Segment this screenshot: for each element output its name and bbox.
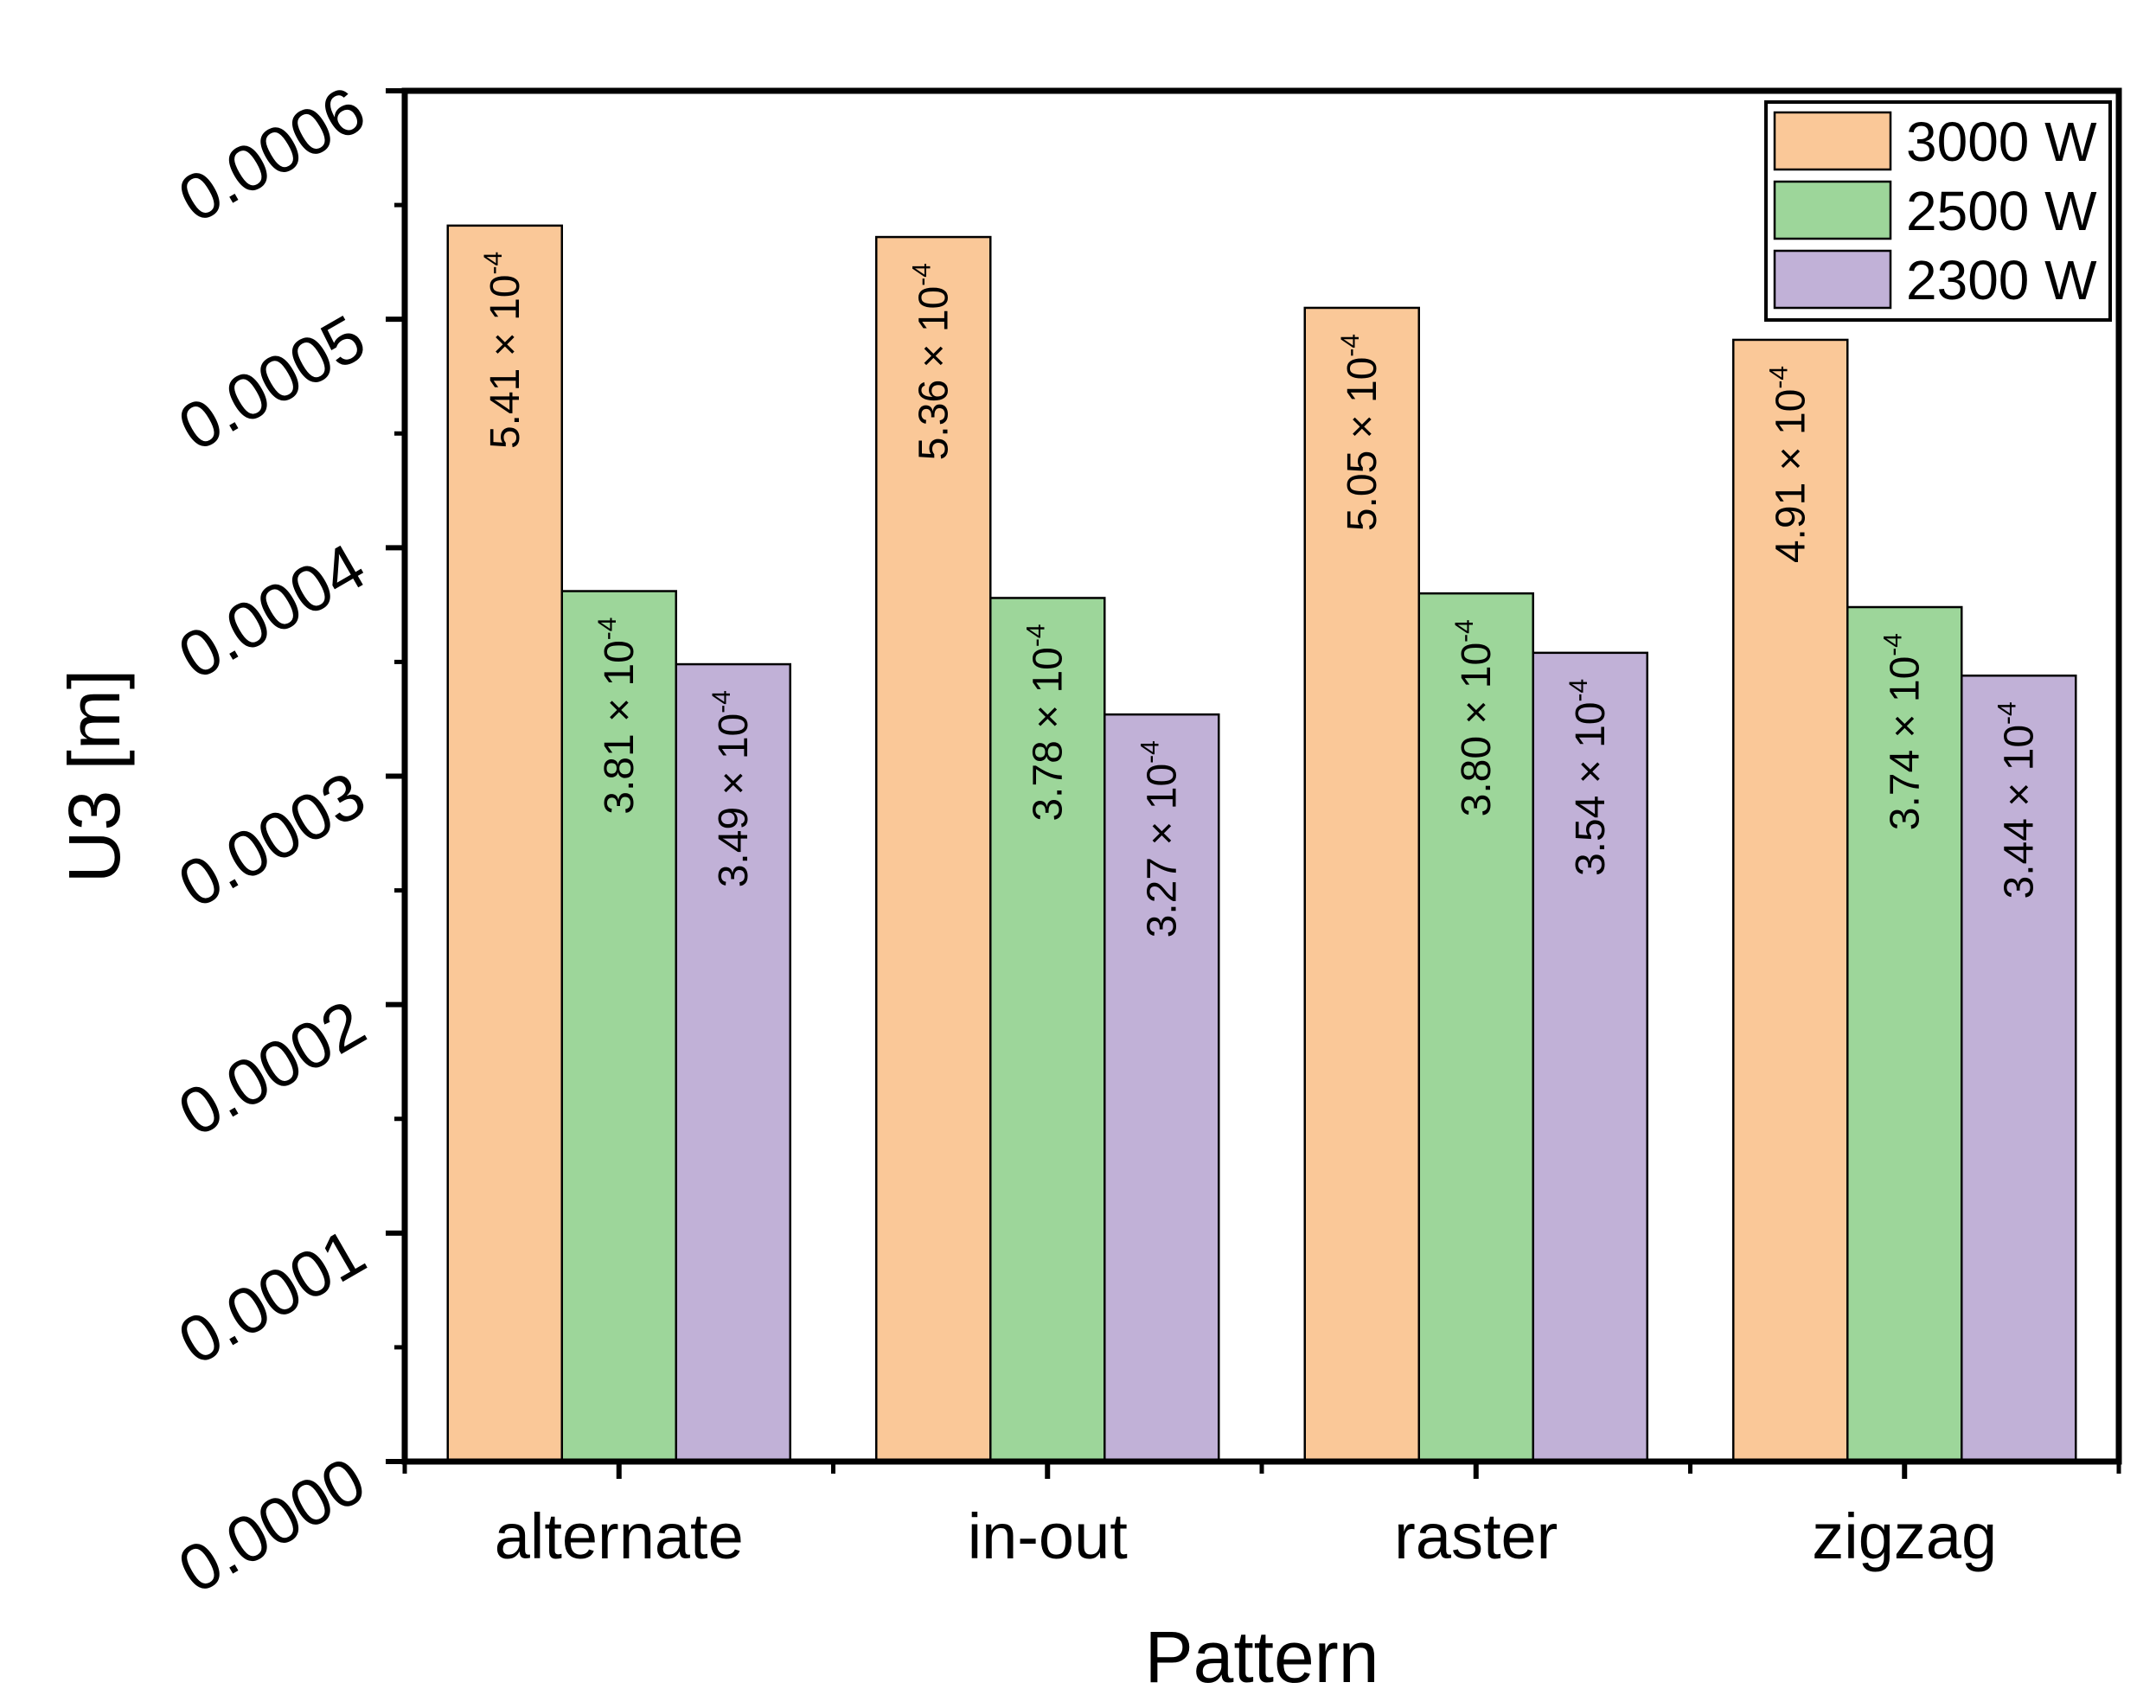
x-tick-label-zigzag: zigzag — [1812, 1500, 1997, 1572]
bar-2500w-alternate — [560, 590, 677, 1463]
y-tick-label: 0.0004 — [167, 529, 378, 694]
bar-value-label: 3.49 × 10-4 — [707, 690, 757, 887]
bar-value-label: 4.91 × 10-4 — [1764, 366, 1814, 563]
y-tick-label: 0.0000 — [167, 1443, 378, 1608]
x-tick-label-in-out: in-out — [968, 1500, 1129, 1572]
bar-value-label: 5.36 × 10-4 — [907, 263, 956, 460]
y-tick-label: 0.0005 — [167, 301, 378, 465]
bar-2300w-alternate — [675, 662, 791, 1463]
bar-value-label: 3.74 × 10-4 — [1878, 633, 1928, 830]
y-tick-label: 0.0002 — [167, 987, 378, 1151]
bar-value-label: 3.27 × 10-4 — [1136, 740, 1185, 937]
bar-2500w-raster — [1417, 592, 1534, 1463]
bar-2300w-zigzag — [1961, 675, 2077, 1463]
bar-value-label: 3.44 × 10-4 — [1993, 701, 2042, 899]
y-tick-label: 0.0006 — [167, 73, 378, 237]
legend-swatch — [1773, 249, 1892, 310]
bar-value-label: 3.54 × 10-4 — [1564, 679, 1614, 876]
y-axis-title: U3 [m] — [54, 669, 135, 883]
bar-2500w-in-out — [989, 597, 1106, 1463]
bar-value-label: 5.05 × 10-4 — [1336, 334, 1385, 531]
legend: 3000 W 2500 W 2300 W — [1764, 100, 2112, 322]
bar-3000w-zigzag — [1732, 338, 1849, 1463]
bar-2300w-in-out — [1104, 713, 1220, 1463]
legend-swatch — [1773, 111, 1892, 171]
x-tick-label-alternate: alternate — [495, 1500, 744, 1572]
y-tick-label: 0.0001 — [167, 1215, 378, 1379]
bar-value-label: 3.78 × 10-4 — [1021, 624, 1071, 821]
bar-3000w-alternate — [446, 224, 563, 1463]
x-tick-label-raster: raster — [1394, 1500, 1558, 1572]
legend-label: 2500 W — [1906, 180, 2097, 242]
bar-value-label: 5.41 × 10-4 — [479, 252, 528, 449]
legend-label: 3000 W — [1906, 111, 2097, 173]
y-tick-label: 0.0003 — [167, 758, 378, 923]
bar-value-label: 3.81 × 10-4 — [593, 617, 643, 815]
bar-3000w-in-out — [875, 235, 992, 1463]
x-axis-title: Pattern — [1145, 1616, 1379, 1698]
legend-swatch — [1773, 180, 1892, 240]
legend-label: 2300 W — [1906, 249, 2097, 311]
bar-value-label: 3.80 × 10-4 — [1450, 619, 1500, 816]
